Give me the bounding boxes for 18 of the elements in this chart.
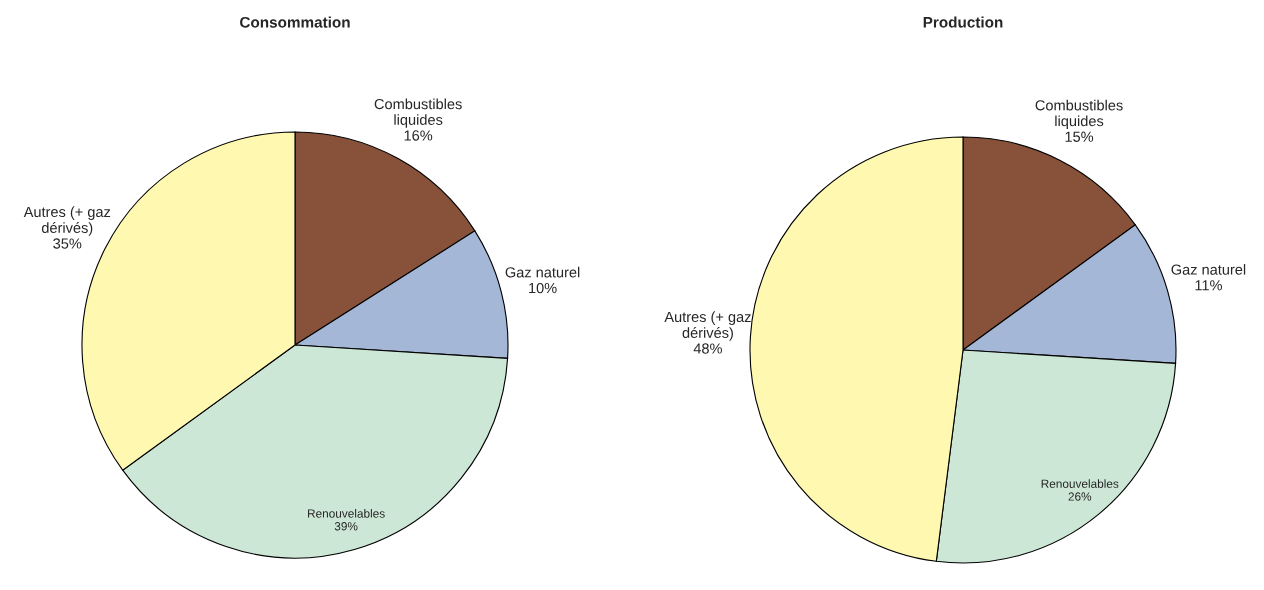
data-label: 35% [53, 238, 82, 249]
data-label: 48% [693, 343, 722, 354]
slice-label: Renouvelables [1041, 479, 1119, 488]
data-label: 16% [404, 130, 433, 141]
data-label: 15% [1065, 131, 1094, 142]
slice-label: Autres (+ gaz dérivés) [664, 311, 751, 341]
slice-label: Autres (+ gaz dérivés) [23, 206, 111, 236]
slice-label: Gaz naturel [505, 266, 580, 278]
data-label: 39% [334, 522, 358, 531]
data-label: 11% [1195, 280, 1222, 291]
slice-label: Combustibles liquides [374, 98, 462, 128]
chart-title: Consommation [240, 16, 350, 28]
slice-label: Renouvelables [308, 509, 385, 518]
slice-label: Gaz naturel [1171, 264, 1246, 275]
data-label: 10% [529, 282, 557, 294]
slice-label: Combustibles liquides [1035, 99, 1123, 130]
data-label: 26% [1068, 492, 1092, 501]
chart-title: Production [923, 16, 1003, 28]
